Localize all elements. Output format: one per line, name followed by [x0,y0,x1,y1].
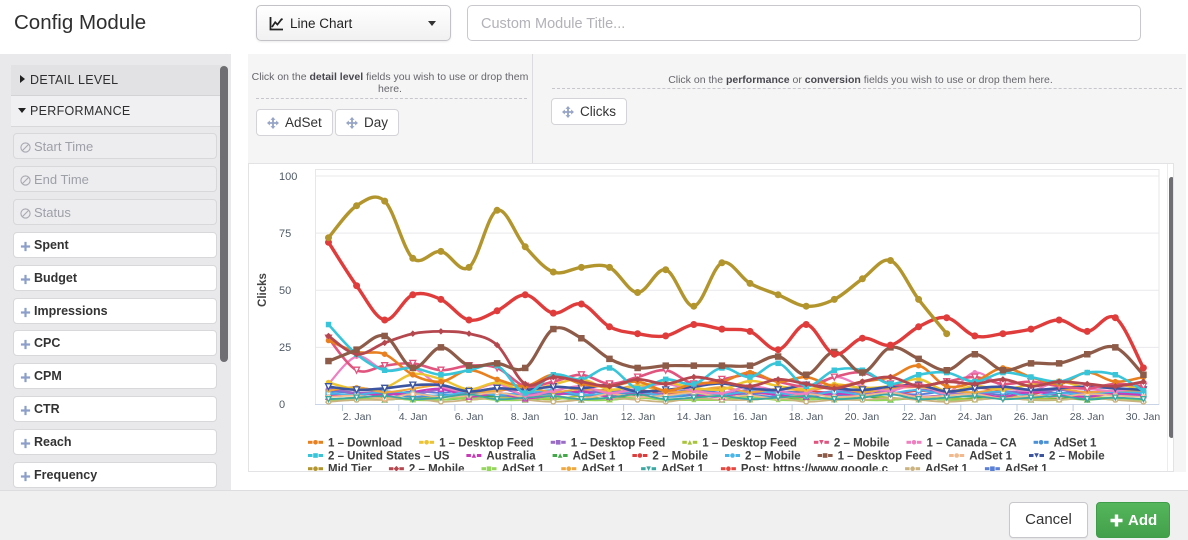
svg-text:AdSet 1: AdSet 1 [925,464,968,471]
svg-text:1 – Desktop Feed: 1 – Desktop Feed [571,437,666,449]
svg-text:100: 100 [279,171,297,183]
svg-text:AdSet 1: AdSet 1 [661,464,704,471]
svg-text:1 – Desktop Feed: 1 – Desktop Feed [838,451,933,463]
svg-text:2 – Mobile: 2 – Mobile [652,451,708,463]
svg-text:24. Jan: 24. Jan [958,411,993,423]
svg-text:0: 0 [279,399,285,411]
svg-text:2 – Mobile: 2 – Mobile [1049,451,1105,463]
svg-text:2 – Mobile: 2 – Mobile [409,464,465,471]
svg-text:26. Jan: 26. Jan [1014,411,1049,423]
svg-text:AdSet 1: AdSet 1 [581,464,624,471]
svg-text:AdSet 1: AdSet 1 [1054,437,1097,449]
svg-text:Mid Tier: Mid Tier [328,464,372,471]
svg-text:14. Jan: 14. Jan [677,411,712,423]
svg-text:18. Jan: 18. Jan [789,411,824,423]
svg-text:Australia: Australia [486,451,536,463]
svg-text:4. Jan: 4. Jan [399,411,428,423]
svg-text:1 – Desktop Feed: 1 – Desktop Feed [439,437,534,449]
svg-text:2. Jan: 2. Jan [343,411,372,423]
svg-text:1 – Download: 1 – Download [328,437,402,449]
svg-text:28. Jan: 28. Jan [1070,411,1105,423]
svg-text:8. Jan: 8. Jan [511,411,540,423]
svg-text:30. Jan: 30. Jan [1126,411,1161,423]
svg-text:12. Jan: 12. Jan [621,411,656,423]
svg-text:75: 75 [279,228,291,240]
svg-text:6. Jan: 6. Jan [455,411,484,423]
svg-text:16. Jan: 16. Jan [733,411,768,423]
svg-text:10. Jan: 10. Jan [564,411,599,423]
svg-text:25: 25 [279,342,291,354]
svg-text:AdSet 1: AdSet 1 [573,451,616,463]
svg-text:1 – Canada – CA: 1 – Canada – CA [927,437,1017,449]
svg-text:2 – Mobile: 2 – Mobile [834,437,890,449]
svg-text:22. Jan: 22. Jan [902,411,937,423]
svg-text:Clicks: Clicks [257,273,269,307]
svg-text:20. Jan: 20. Jan [845,411,880,423]
svg-text:AdSet 1: AdSet 1 [502,464,545,471]
svg-text:1 – Desktop Feed: 1 – Desktop Feed [702,437,797,449]
svg-text:AdSet 1: AdSet 1 [969,451,1012,463]
svg-text:2 – Mobile: 2 – Mobile [745,451,801,463]
svg-text:Post: https://www.google.c: Post: https://www.google.c [741,464,889,471]
svg-text:AdSet 1: AdSet 1 [1005,464,1048,471]
svg-text:50: 50 [279,285,291,297]
svg-text:2 – United States – US: 2 – United States – US [328,451,450,463]
